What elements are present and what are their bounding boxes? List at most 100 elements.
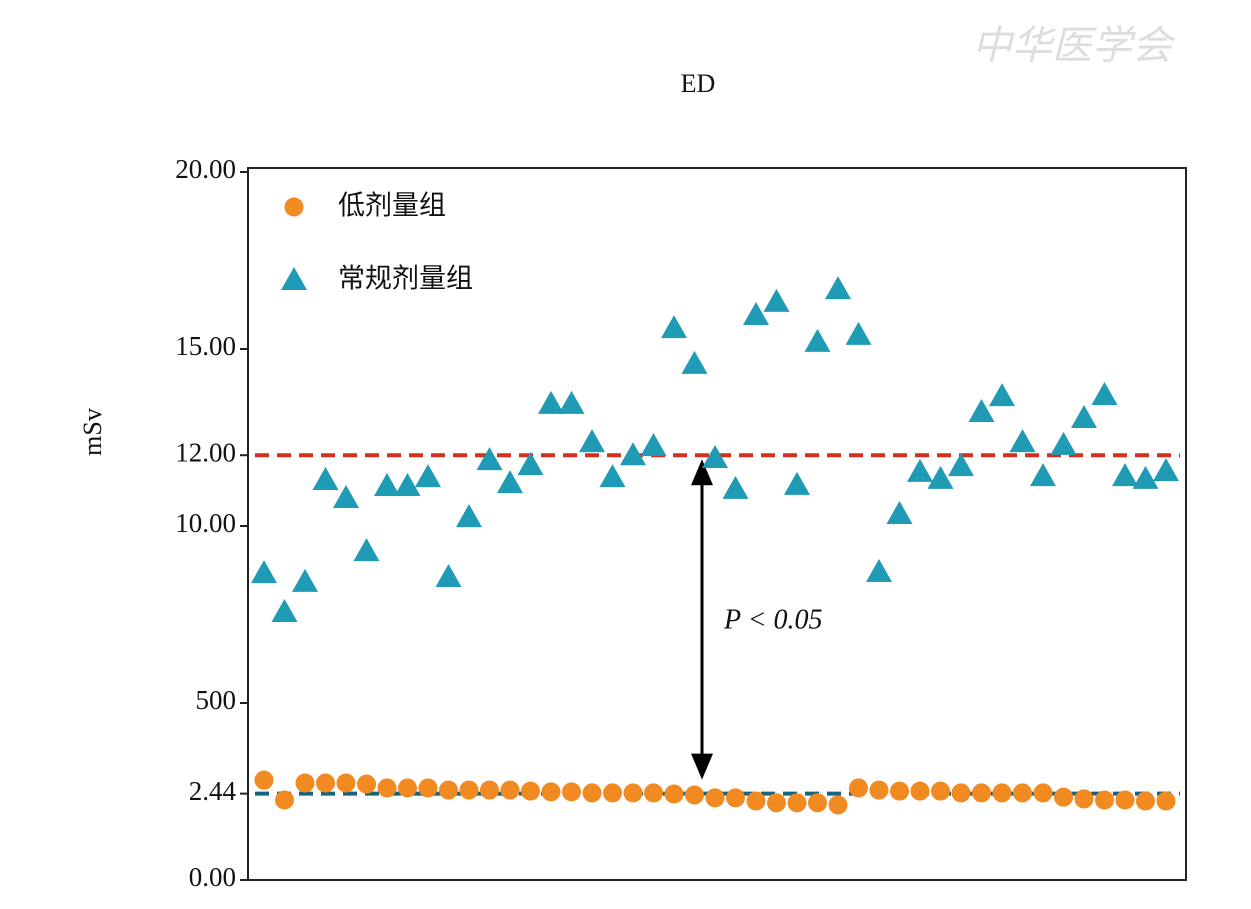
- y-axis-label: mSv: [78, 408, 107, 456]
- legend-marker: [281, 267, 307, 290]
- circle-point: [500, 780, 520, 800]
- circle-point: [1095, 790, 1114, 810]
- circle-point: [623, 783, 643, 803]
- triangle-point: [292, 568, 318, 592]
- triangle-point: [333, 485, 359, 509]
- circle-point: [746, 791, 766, 811]
- triangle-point: [476, 447, 503, 471]
- circle-point: [808, 793, 827, 813]
- circle-point: [480, 780, 499, 800]
- triangle-point: [1112, 463, 1138, 487]
- triangle-point: [681, 350, 708, 374]
- y-tick-label: 12.00: [175, 437, 236, 467]
- triangle-point: [497, 470, 523, 494]
- circle-point: [582, 783, 602, 803]
- circle-point: [644, 783, 663, 803]
- triangle-point: [353, 538, 380, 562]
- triangle-point: [620, 442, 646, 466]
- circle-point: [357, 774, 376, 794]
- watermark: 中华医学会: [972, 23, 1176, 68]
- triangle-point: [251, 560, 277, 584]
- circle-point: [541, 782, 561, 802]
- circle-point: [275, 790, 294, 810]
- triangle-point: [374, 472, 400, 496]
- circle-point: [726, 788, 745, 808]
- triangle-point: [271, 599, 298, 623]
- circle-point: [603, 783, 622, 803]
- circle-point: [992, 783, 1012, 803]
- triangle-point: [743, 302, 769, 326]
- y-tick-label: 500: [196, 685, 237, 715]
- triangle-point: [435, 563, 462, 587]
- circle-point: [849, 778, 868, 798]
- circle-point: [418, 778, 438, 798]
- y-tick-label: 0.00: [189, 862, 236, 892]
- triangle-point: [702, 445, 728, 469]
- circle-point: [377, 778, 397, 798]
- circle-point: [1013, 783, 1032, 803]
- arrow-head: [691, 459, 713, 486]
- circle-point: [972, 783, 991, 803]
- circle-point: [562, 782, 581, 802]
- triangle-point: [456, 504, 482, 528]
- legend-label: 常规剂量组: [338, 264, 473, 295]
- circle-point: [787, 793, 807, 813]
- circle-point: [336, 773, 356, 793]
- circle-point: [316, 773, 335, 793]
- triangle-point: [722, 475, 749, 499]
- triangle-point: [866, 559, 892, 583]
- circle-point: [1054, 787, 1073, 807]
- triangle-point: [763, 288, 790, 312]
- circle-point: [1033, 783, 1053, 803]
- annotation: P < 0.05: [723, 604, 823, 635]
- circle-point: [931, 781, 950, 801]
- arrow-head: [691, 753, 713, 780]
- circle-point: [828, 795, 848, 815]
- circle-point: [1115, 790, 1135, 810]
- legend-marker: [284, 197, 304, 217]
- triangle-point: [1030, 463, 1056, 487]
- triangle-point: [599, 464, 626, 488]
- circle-point: [767, 793, 786, 813]
- circle-point: [869, 780, 889, 800]
- triangle-point: [558, 390, 585, 414]
- triangle-point: [538, 390, 564, 414]
- triangle-point: [1050, 431, 1077, 455]
- triangle-point: [784, 471, 810, 495]
- triangle-point: [1153, 458, 1179, 482]
- triangle-point: [1071, 405, 1097, 429]
- triangle-point: [415, 464, 441, 488]
- triangle-point: [517, 452, 544, 476]
- triangle-point: [394, 472, 421, 496]
- circle-point: [664, 784, 684, 804]
- circle-point: [254, 770, 274, 790]
- triangle-point: [927, 465, 954, 489]
- legend-label: 低剂量组: [338, 191, 446, 222]
- y-tick-label: 20.00: [175, 154, 236, 184]
- circle-point: [951, 783, 971, 803]
- chart-title: ED: [681, 69, 716, 98]
- triangle-point: [312, 466, 339, 490]
- y-tick-label: 2.44: [189, 776, 237, 806]
- circle-point: [295, 773, 315, 793]
- circle-point: [890, 781, 909, 801]
- triangle-point: [640, 432, 667, 456]
- triangle-point: [804, 328, 831, 352]
- triangle-point: [1009, 429, 1036, 453]
- triangle-point: [1132, 465, 1159, 489]
- triangle-point: [825, 276, 851, 300]
- triangle-point: [948, 453, 974, 477]
- triangle-point: [845, 321, 872, 345]
- circle-point: [685, 785, 704, 805]
- circle-point: [398, 778, 417, 798]
- circle-point: [1136, 791, 1155, 811]
- circle-point: [439, 780, 458, 800]
- triangle-point: [907, 458, 933, 482]
- triangle-point: [968, 399, 995, 423]
- triangle-point: [1091, 382, 1118, 406]
- circle-point: [910, 781, 930, 801]
- y-tick-label: 10.00: [175, 508, 236, 538]
- triangle-point: [579, 429, 605, 453]
- circle-point: [1074, 789, 1094, 809]
- circle-point: [705, 788, 725, 808]
